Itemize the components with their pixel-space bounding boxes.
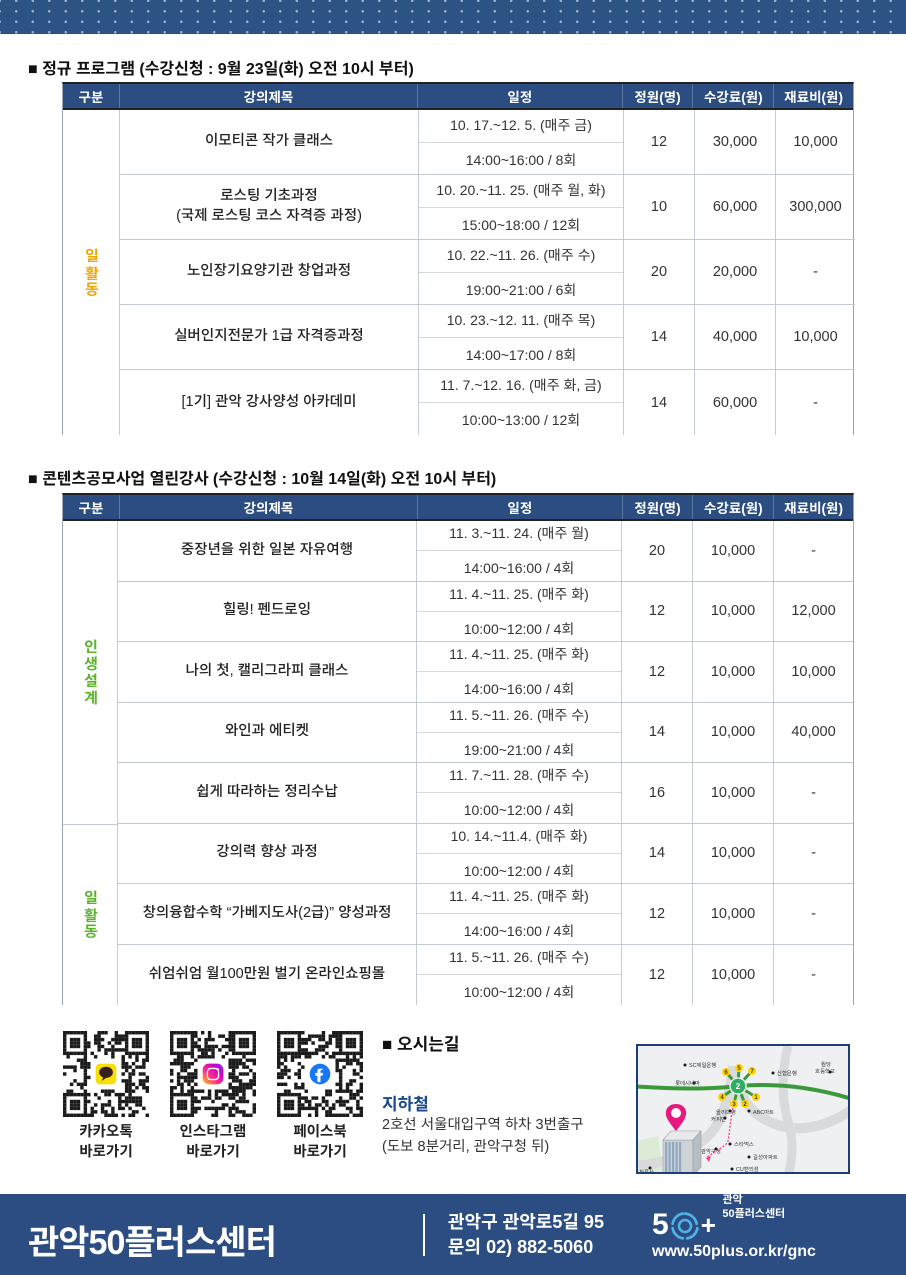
svg-text:원당: 원당 bbox=[821, 1061, 831, 1068]
svg-text:롯데시네마: 롯데시네마 bbox=[675, 1080, 700, 1087]
svg-text:호동학교: 호동학교 bbox=[815, 1067, 835, 1075]
svg-text:스타벅스: 스타벅스 bbox=[734, 1141, 754, 1148]
svg-text:길성아파트: 길성아파트 bbox=[753, 1154, 778, 1161]
svg-text:SC제일은행: SC제일은행 bbox=[689, 1062, 716, 1069]
svg-text:신협은행: 신협은행 bbox=[777, 1070, 797, 1077]
svg-text:CU편의점: CU편의점 bbox=[736, 1166, 759, 1173]
svg-text:2: 2 bbox=[736, 1082, 741, 1091]
svg-text:커피빈: 커피빈 bbox=[711, 1116, 726, 1123]
svg-text:ABC마트: ABC마트 bbox=[753, 1109, 774, 1116]
svg-text:청룡산: 청룡산 bbox=[639, 1169, 654, 1174]
